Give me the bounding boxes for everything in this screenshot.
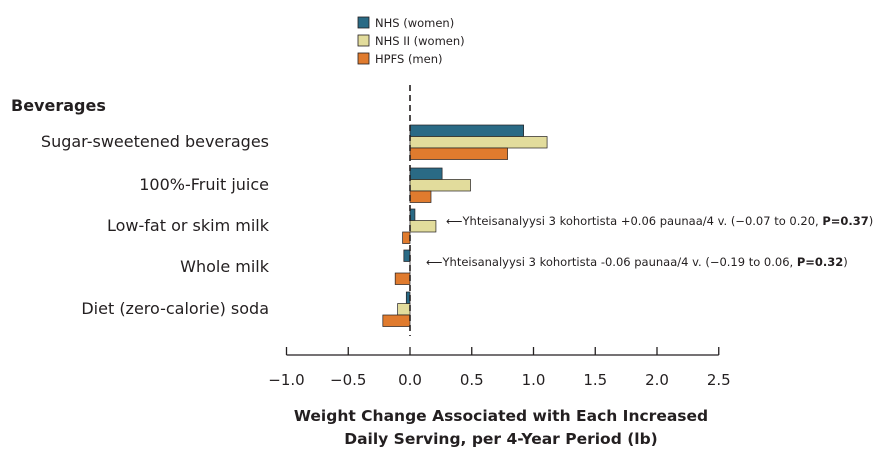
annotation-text: Yhteisanalyysi 3 kohortista -0.06 paunaa… xyxy=(442,255,797,269)
bar-2-2 xyxy=(402,231,411,244)
x-tick-label-2: 0.0 xyxy=(398,371,422,389)
x-tick-label-3: 0.5 xyxy=(460,371,484,389)
bar-2-1 xyxy=(409,190,432,203)
annotation-arrow: ⟵ xyxy=(426,255,443,269)
category-label-1: 100%-Fruit juice xyxy=(139,175,269,194)
bar-1-4 xyxy=(397,303,411,316)
legend-label-2: HPFS (men) xyxy=(375,52,443,66)
annotation-pvalue: P=0.32 xyxy=(797,255,843,269)
bar-0-1 xyxy=(409,167,443,180)
legend: NHS (women) NHS II (women) HPFS (men) xyxy=(357,16,465,66)
x-tick-label-7: 2.5 xyxy=(707,371,731,389)
x-tick-label-5: 1.5 xyxy=(583,371,607,389)
legend-label-0: NHS (women) xyxy=(375,16,454,30)
category-label-4: Diet (zero-calorie) soda xyxy=(81,299,269,318)
annotation-arrow: ⟵ xyxy=(446,214,463,228)
section-heading: Beverages xyxy=(11,96,106,115)
x-tick-label-1: −0.5 xyxy=(330,371,366,389)
x-axis: −1.0 −0.5 0.0 0.5 1.0 1.5 2.0 2.5 xyxy=(268,347,731,389)
category-labels: Sugar-sweetened beverages 100%-Fruit juic… xyxy=(41,132,270,318)
category-label-0: Sugar-sweetened beverages xyxy=(41,132,269,151)
annotation-1: ⟵Yhteisanalyysi 3 kohortista -0.06 pauna… xyxy=(426,255,848,269)
category-label-3: Whole milk xyxy=(180,257,270,276)
x-axis-title-line-1: Weight Change Associated with Each Incre… xyxy=(294,407,708,425)
bar-0-3 xyxy=(403,249,411,262)
legend-swatch-2 xyxy=(357,52,370,65)
annotations: ⟵Yhteisanalyysi 3 kohortista +0.06 pauna… xyxy=(426,214,873,269)
bar-0-0 xyxy=(409,124,524,137)
bar-1-0 xyxy=(409,136,548,149)
x-axis-title-line-2: Daily Serving, per 4-Year Period (lb) xyxy=(344,430,658,448)
legend-swatch-1 xyxy=(357,34,370,47)
bar-2-4 xyxy=(382,314,411,327)
x-tick-label-4: 1.0 xyxy=(522,371,546,389)
bars xyxy=(382,124,548,327)
annotation-text: Yhteisanalyysi 3 kohortista +0.06 paunaa… xyxy=(462,214,823,228)
bar-2-3 xyxy=(394,272,411,285)
x-tick-label-0: −1.0 xyxy=(268,371,304,389)
bar-1-1 xyxy=(409,179,471,192)
annotation-pvalue: P=0.37 xyxy=(822,214,868,228)
category-label-2: Low-fat or skim milk xyxy=(107,216,270,235)
annotation-close: ) xyxy=(843,255,848,269)
legend-label-1: NHS II (women) xyxy=(375,34,465,48)
annotation-0: ⟵Yhteisanalyysi 3 kohortista +0.06 pauna… xyxy=(446,214,873,228)
bar-2-0 xyxy=(409,147,508,160)
bar-1-2 xyxy=(409,220,437,233)
annotation-close: ) xyxy=(869,214,874,228)
x-tick-label-6: 2.0 xyxy=(645,371,669,389)
legend-swatch-0 xyxy=(357,16,370,29)
